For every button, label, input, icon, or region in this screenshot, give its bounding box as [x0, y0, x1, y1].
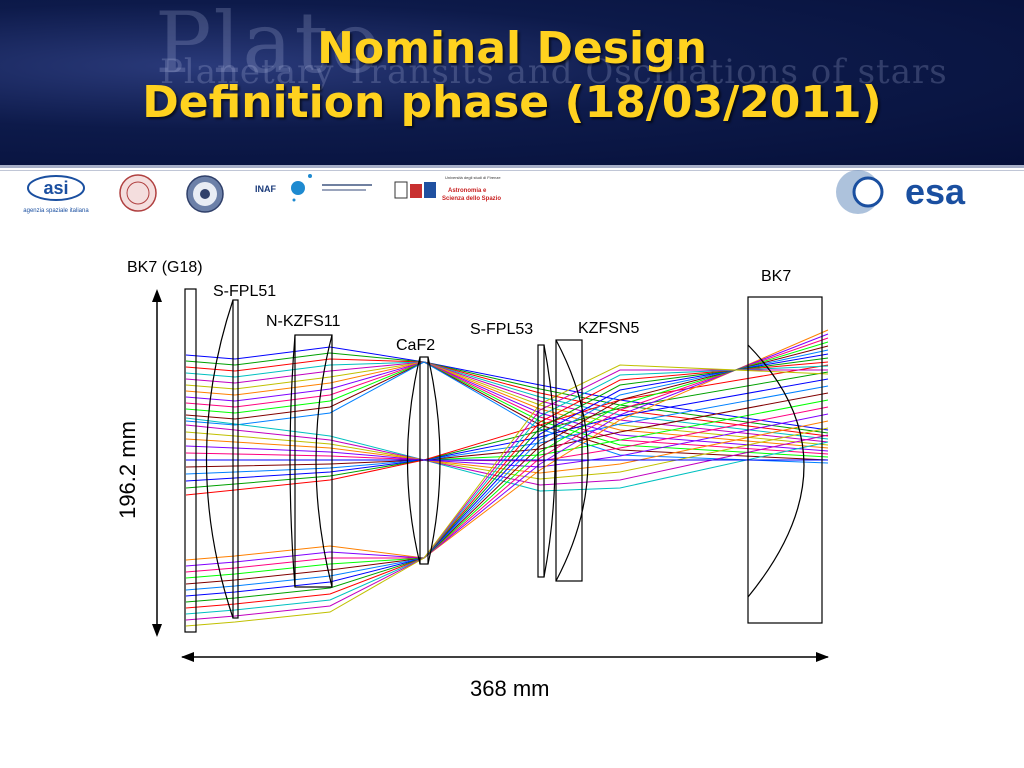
- length-dimension-label: 368 mm: [470, 676, 550, 701]
- astro-line-2: Scienza dello Spazio: [442, 196, 501, 202]
- lens-bk7-curve: [747, 344, 805, 598]
- title-line-1: Nominal Design: [317, 23, 707, 74]
- firenze-astronomy-logo: Università degli studi di Firenze Astron…: [394, 175, 501, 202]
- header-divider-thin: [0, 170, 1024, 171]
- lens-bk7-g18: [184, 288, 197, 633]
- astro-line-1: Astronomia e: [448, 188, 487, 194]
- height-arrow-top: [152, 289, 162, 302]
- label-caf2: CaF2: [396, 337, 436, 354]
- firenze-univ-text: Università degli studi di Firenze: [445, 175, 501, 180]
- label-s-fpl51: S-FPL51: [213, 283, 277, 300]
- title-line-2: Definition phase (18/03/2011): [142, 77, 882, 128]
- plato-subtitle-text: Planetary Transits and Oscillations of s…: [160, 52, 948, 92]
- label-bk7-g18: BK7 (G18): [127, 259, 203, 276]
- lens-bk7: [747, 296, 823, 624]
- light-ray: [185, 364, 829, 627]
- plato-logo-text: Plato: [155, 0, 383, 92]
- lens-s-fpl53: [537, 344, 545, 578]
- length-arrow-left: [181, 652, 194, 662]
- asi-logo-text: asi: [43, 178, 68, 198]
- lens-n-kzfs11-back: [315, 334, 333, 588]
- length-arrow-right: [816, 652, 829, 662]
- height-arrow-bottom: [152, 624, 162, 637]
- partner-logos: asi agenzia spaziale italiana INAF Unive…: [23, 170, 966, 214]
- esa-logo-text: esa: [905, 171, 966, 212]
- asi-logo: asi agenzia spaziale italiana: [23, 175, 89, 214]
- height-dimension-label: 196.2 mm: [115, 421, 140, 519]
- light-ray: [185, 361, 829, 440]
- light-ray: [185, 361, 829, 452]
- lens-s-fpl51: [232, 299, 239, 619]
- lens-caf2-front: [406, 356, 421, 565]
- inaf-logo: INAF: [255, 174, 372, 202]
- asi-caption: agenzia spaziale italiana: [23, 208, 89, 214]
- ray-bundles: [185, 329, 829, 627]
- label-s-fpl53: S-FPL53: [470, 321, 534, 338]
- label-n-kzfs11: N-KZFS11: [266, 313, 341, 330]
- lens-s-fpl51-curve: [205, 299, 234, 619]
- header-divider: [0, 165, 1024, 168]
- esa-logo: esa: [836, 170, 966, 214]
- lens-s-fpl53-back: [543, 344, 556, 578]
- lens-kzfsn5: [555, 339, 583, 582]
- page-title: Nominal Design Definition phase (18/03/2…: [0, 22, 1024, 130]
- observatory-seal-icon: [186, 175, 224, 213]
- lens-n-kzfs11: [294, 334, 333, 588]
- lens-caf2: [419, 356, 429, 565]
- lens-kzfsn5-back: [555, 339, 589, 582]
- lens-caf2-back: [427, 356, 441, 565]
- inaf-logo-text: INAF: [255, 184, 276, 194]
- header-banner: Plato Planetary Transits and Oscillation…: [0, 0, 1024, 165]
- lens-n-kzfs11-front: [289, 334, 296, 588]
- light-ray: [185, 361, 829, 464]
- university-seal-icon: [119, 174, 157, 212]
- label-bk7: BK7: [761, 268, 792, 285]
- label-kzfsn5: KZFSN5: [578, 320, 640, 337]
